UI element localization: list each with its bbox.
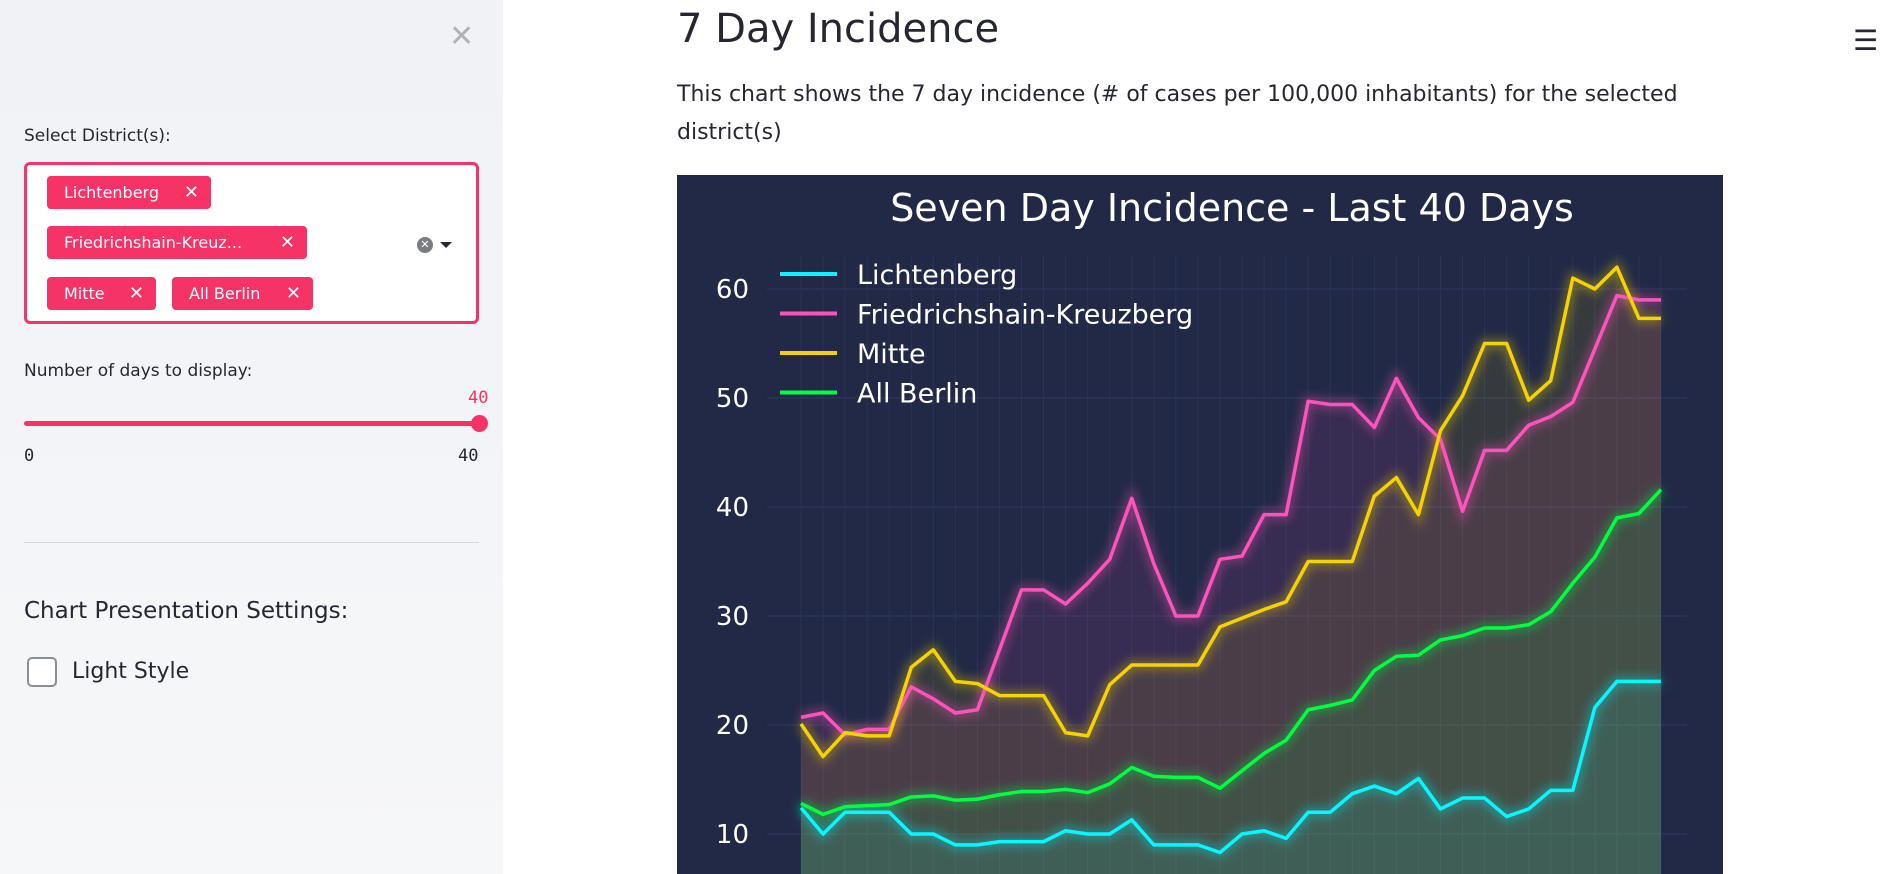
tag-friedrichshain-kreuzberg: Friedrichshain-Kreuz... ✕ [47,226,307,259]
sidebar: ✕ Select District(s): Lichtenberg ✕ Fried… [0,0,503,874]
slider-min: 0 [24,446,35,466]
y-tick-label: 20 [716,711,749,741]
light-style-label[interactable]: Light Style [72,659,190,684]
days-slider-track[interactable] [24,421,479,426]
y-tick-label: 10 [716,820,749,850]
y-tick-label: 30 [716,602,749,632]
y-tick-label: 50 [716,384,749,414]
area-0 [801,681,1661,874]
divider [24,542,479,543]
days-slider-thumb[interactable] [471,415,488,432]
legend-label: All Berlin [857,379,977,410]
tag-lichtenberg: Lichtenberg ✕ [47,176,211,209]
legend-label: Lichtenberg [857,260,1017,291]
tag-label: Lichtenberg [64,183,160,202]
district-label: Select District(s): [24,126,171,146]
clear-all-icon[interactable]: ✕ [417,237,433,253]
chevron-down-icon[interactable] [440,242,452,248]
y-tick-label: 40 [716,493,749,523]
y-tick-label: 60 [716,275,749,305]
chart-svg: 10 20 30 40 50 60 Lichtenberg Friedrichshain-Kr… [716,186,1687,874]
series-line-0 [799,679,1661,855]
page-title: 7 Day Incidence [677,6,1000,52]
close-sidebar-icon[interactable]: ✕ [449,19,475,54]
area-3 [801,489,1661,874]
tag-label: All Berlin [189,284,261,303]
chart-title: Seven Day Incidence - Last 40 Days [890,186,1574,230]
slider-value: 40 [468,388,489,408]
district-multiselect[interactable]: Lichtenberg ✕ Friedrichshain-Kreuz... ✕ Mi… [24,162,479,324]
presentation-heading: Chart Presentation Settings: [24,598,349,624]
area-1 [801,295,1661,874]
tag-label: Mitte [64,284,105,303]
remove-tag-icon[interactable]: ✕ [285,283,301,304]
days-label: Number of days to display: [24,361,253,381]
light-style-checkbox[interactable] [27,657,57,687]
slider-max: 40 [458,446,479,466]
remove-tag-icon[interactable]: ✕ [183,182,199,203]
series-line-1 [800,293,1661,737]
tag-label: Friedrichshain-Kreuz... [64,233,243,252]
tag-all-berlin: All Berlin ✕ [172,277,313,310]
incidence-chart: 10 20 30 40 50 60 Lichtenberg Friedrichshain-Kr… [677,175,1723,874]
remove-tag-icon[interactable]: ✕ [128,283,144,304]
legend-label: Friedrichshain-Kreuzberg [857,300,1193,331]
tag-mitte: Mitte ✕ [47,277,156,310]
series-line-2 [799,265,1661,759]
hamburger-icon[interactable]: ☰ [1853,24,1879,57]
area-2 [801,267,1661,874]
series-line-3 [800,488,1663,817]
remove-tag-icon[interactable]: ✕ [279,232,295,253]
legend-label: Mitte [857,339,926,370]
chart-description: This chart shows the 7 day incidence (# … [677,82,1678,145]
